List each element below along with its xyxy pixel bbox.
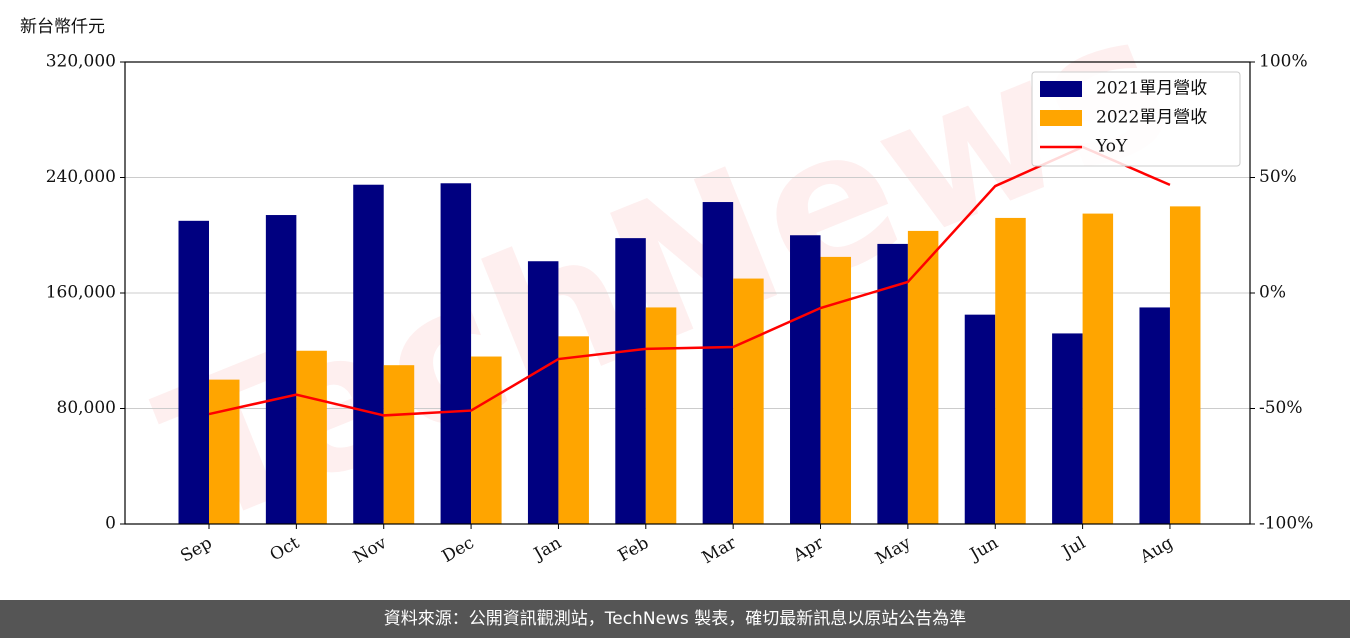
y2-tick-label: 100% xyxy=(1259,52,1308,72)
legend-label: 2022單月營收 xyxy=(1096,108,1207,128)
x-tick-label: Mar xyxy=(699,533,741,569)
bar xyxy=(296,350,327,524)
x-tick-label: Nov xyxy=(350,533,390,568)
y-tick-label: 0 xyxy=(105,514,116,534)
bar xyxy=(733,278,764,524)
y-tick-label: 160,000 xyxy=(46,283,116,303)
legend-label: 2021單月營收 xyxy=(1096,79,1207,99)
y2-tick-label: -100% xyxy=(1259,514,1313,534)
bar xyxy=(995,217,1026,525)
bar xyxy=(1052,333,1083,524)
bar xyxy=(440,183,472,524)
footer: 資料來源：公開資訊觀測站，TechNews 製表，確切最新訊息以原站公告為準 xyxy=(0,600,1350,638)
x-tick-label: May xyxy=(872,533,915,569)
y-tick-label: 240,000 xyxy=(46,167,116,187)
x-tick-label: Jul xyxy=(1057,533,1089,563)
bar xyxy=(209,379,240,524)
plot-frame xyxy=(124,61,1251,525)
bar xyxy=(558,336,589,524)
bar xyxy=(353,184,384,524)
bar xyxy=(790,235,821,524)
bar xyxy=(1169,206,1201,524)
bar xyxy=(615,238,646,524)
bar xyxy=(645,307,677,524)
bar xyxy=(702,202,734,524)
legend-label: YoY xyxy=(1095,137,1128,157)
y-tick-label: 320,000 xyxy=(46,52,116,72)
y2-tick-label: 0% xyxy=(1259,283,1286,303)
bar xyxy=(820,256,852,524)
y-axis-label: 新台幣仟元 xyxy=(20,17,105,37)
x-tick-label: Feb xyxy=(615,533,653,566)
legend-swatch xyxy=(1040,81,1082,97)
line xyxy=(208,145,1171,417)
x-tick-label: Jan xyxy=(529,533,565,565)
legend-swatch xyxy=(1040,110,1082,126)
y-tick-label: 80,000 xyxy=(57,398,116,418)
bar xyxy=(964,314,996,524)
legend-box xyxy=(1031,71,1241,167)
bar xyxy=(178,220,209,524)
bar xyxy=(471,356,502,524)
x-tick-label: Dec xyxy=(439,533,478,567)
bar xyxy=(265,215,297,524)
x-tick-label: Aug xyxy=(1136,533,1177,568)
bar xyxy=(527,261,559,524)
bar xyxy=(1082,213,1114,524)
chart: 新台幣仟元 TechNews080,000160,000240,000320,0… xyxy=(20,0,1313,570)
x-tick-label: Apr xyxy=(789,533,828,567)
bar xyxy=(907,230,939,524)
y2-tick-label: 50% xyxy=(1259,167,1297,187)
bar xyxy=(383,365,415,524)
x-tick-label: Jun xyxy=(965,533,1002,566)
bar xyxy=(1139,307,1170,524)
y2-tick-label: -50% xyxy=(1259,398,1303,418)
